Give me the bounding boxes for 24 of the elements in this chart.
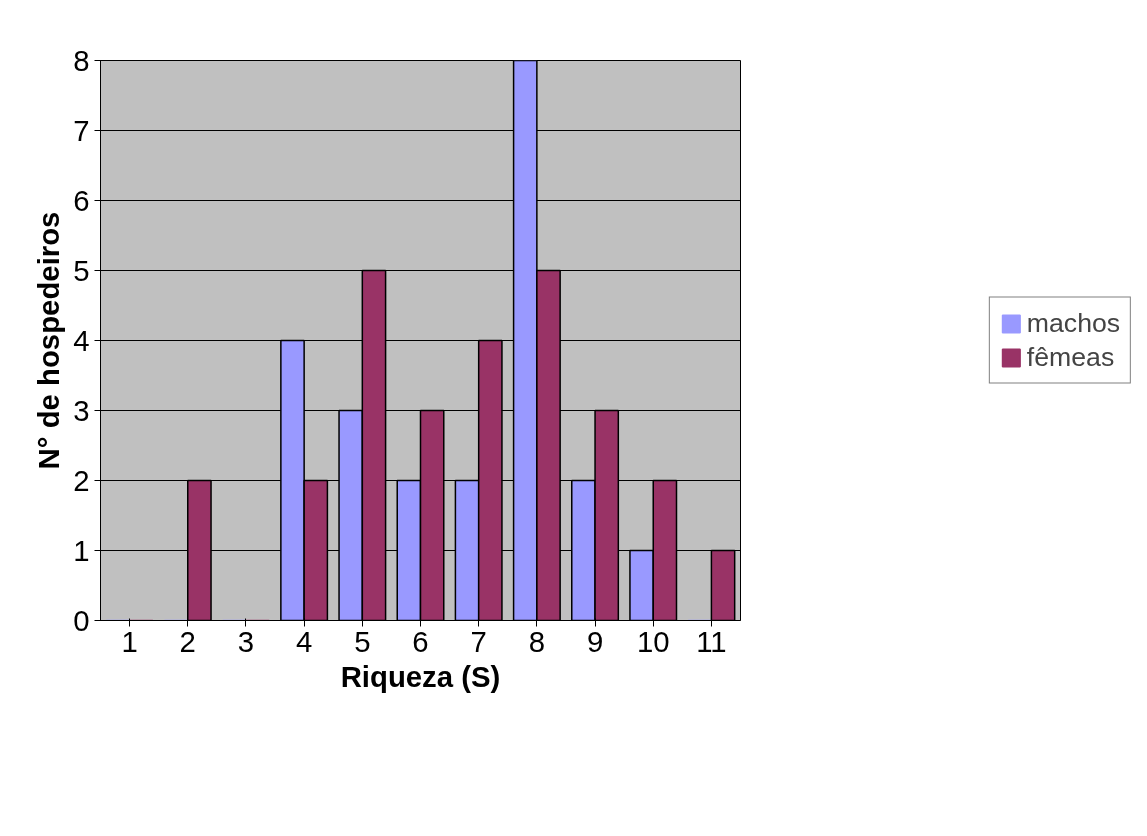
y-axis-title: N° de hospedeiros bbox=[32, 211, 66, 470]
x-tick-label: 7 bbox=[470, 624, 487, 658]
y-tick-label: 2 bbox=[73, 463, 90, 497]
x-tick-label: 10 bbox=[636, 624, 670, 658]
x-tick-label: 4 bbox=[295, 624, 313, 658]
y-tick-label: 1 bbox=[73, 533, 90, 567]
x-axis-title: Riqueza (S) bbox=[340, 659, 501, 693]
legend-label: fêmeas bbox=[1026, 341, 1115, 373]
x-tick-label: 2 bbox=[179, 624, 196, 658]
y-tick-label: 5 bbox=[73, 253, 90, 287]
x-tick-label: 5 bbox=[354, 624, 371, 658]
y-tick-label: 6 bbox=[73, 183, 90, 217]
x-tick-label: 11 bbox=[696, 624, 727, 658]
y-tick-label: 4 bbox=[73, 323, 90, 357]
y-tick-label: 8 bbox=[73, 43, 90, 77]
y-tick-label: 3 bbox=[73, 393, 90, 427]
x-tick-label: 3 bbox=[237, 624, 255, 658]
x-tick-label: 6 bbox=[412, 624, 429, 658]
y-tick-label: 0 bbox=[73, 603, 90, 637]
legend-label: machos bbox=[1026, 307, 1121, 339]
x-tick-label: 9 bbox=[586, 624, 604, 658]
x-tick-label: 8 bbox=[528, 624, 546, 658]
x-tick-label: 1 bbox=[121, 624, 138, 658]
y-tick-label: 7 bbox=[73, 113, 90, 147]
